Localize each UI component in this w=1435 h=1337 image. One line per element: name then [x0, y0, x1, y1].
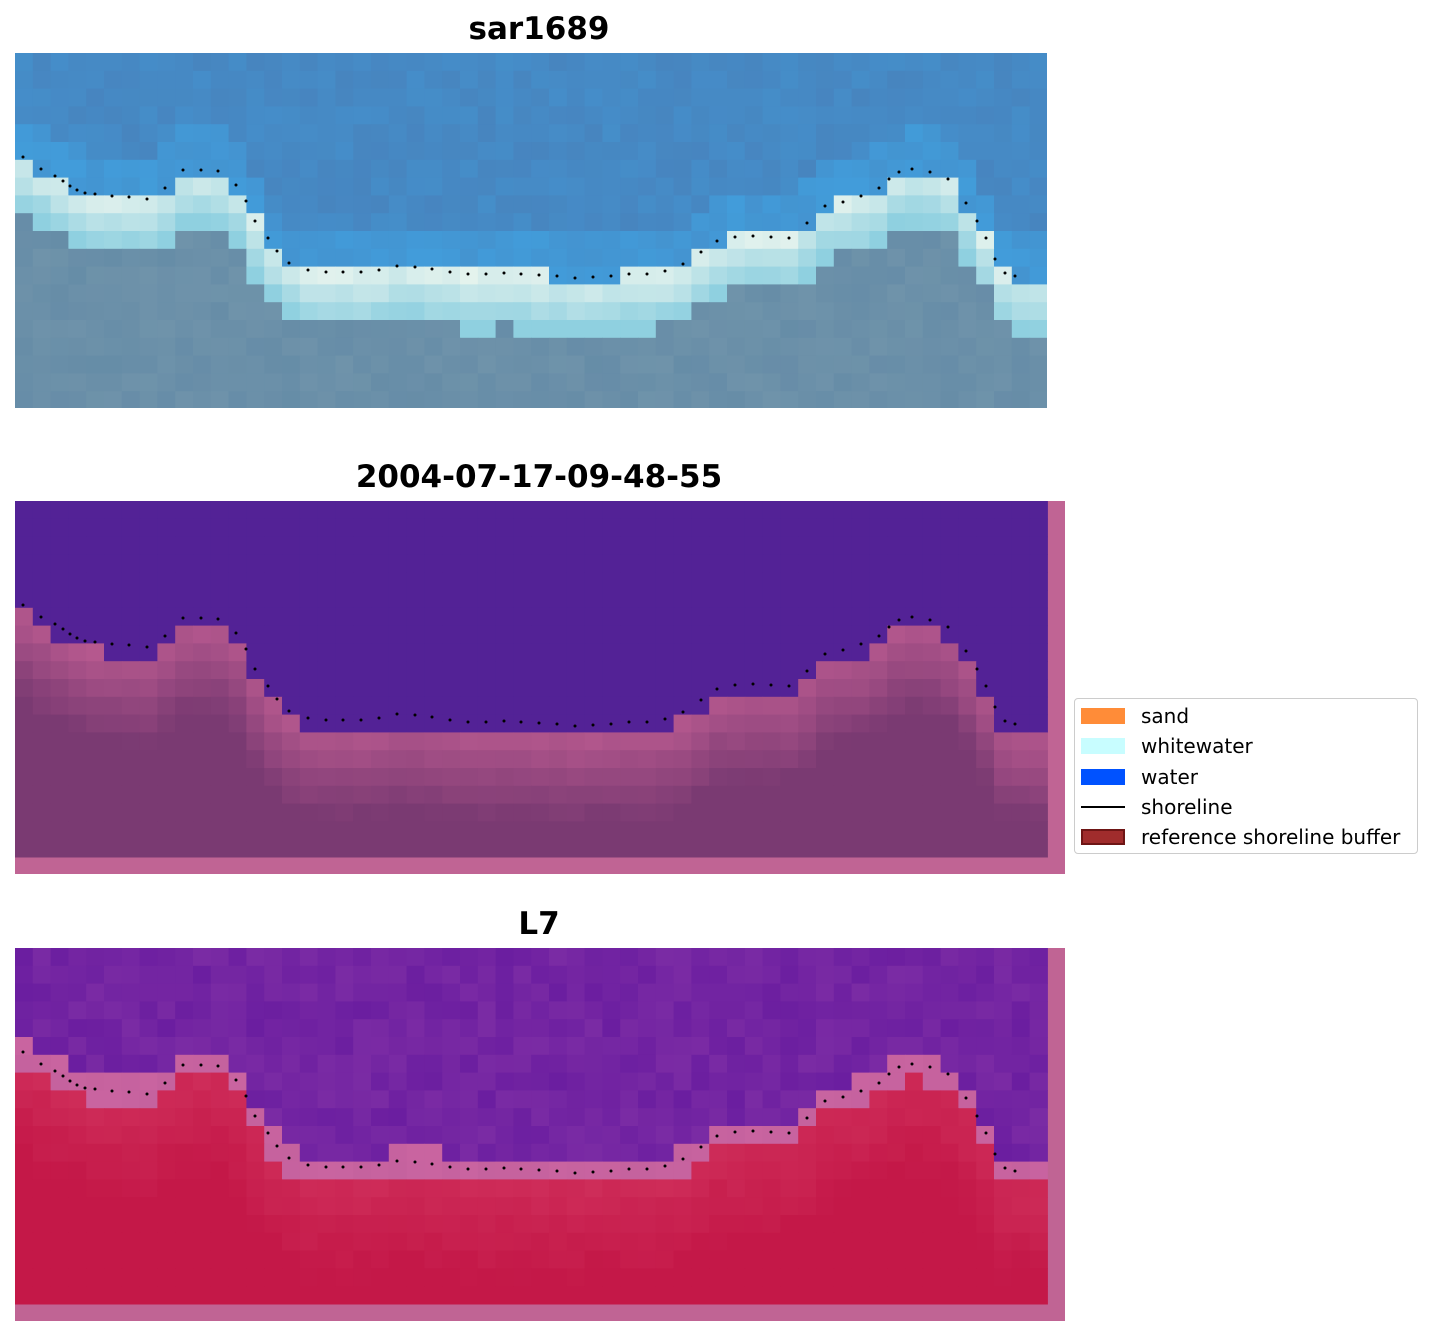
- legend: sand whitewater water shoreline referenc…: [1074, 698, 1418, 854]
- classified-image-panel: [15, 501, 1065, 874]
- reference-buffer-swatch: [1081, 829, 1125, 845]
- legend-label-sand: sand: [1141, 704, 1190, 728]
- legend-item-reference-buffer: reference shoreline buffer: [1081, 825, 1417, 849]
- panel-title-classified: 2004-07-17-09-48-55: [355, 459, 723, 495]
- legend-item-sand: sand: [1081, 704, 1417, 728]
- water-swatch: [1081, 769, 1125, 785]
- legend-label-water: water: [1141, 765, 1198, 789]
- rgb-pixels: [15, 53, 1047, 408]
- legend-item-whitewater: whitewater: [1081, 734, 1417, 758]
- legend-item-water: water: [1081, 765, 1417, 789]
- shoreline-dots: [21, 1050, 1017, 1175]
- panel-title-index: L7: [518, 906, 560, 942]
- index-pixels: [15, 948, 1048, 1305]
- whitewater-swatch: [1081, 738, 1125, 754]
- index-image-panel: [15, 948, 1065, 1321]
- panel-title-rgb: sar1689: [468, 11, 610, 47]
- shoreline-dots: [21, 155, 1017, 280]
- legend-item-shoreline: shoreline: [1081, 795, 1417, 819]
- legend-label-shoreline: shoreline: [1141, 795, 1233, 819]
- sand-swatch: [1081, 708, 1125, 724]
- classified-pixels: [15, 501, 1048, 858]
- rgb-image-panel: [15, 53, 1047, 408]
- legend-label-whitewater: whitewater: [1141, 734, 1253, 758]
- shoreline-dots: [21, 603, 1017, 728]
- legend-label-reference-buffer: reference shoreline buffer: [1141, 825, 1401, 849]
- shoreline-line-swatch: [1081, 806, 1125, 808]
